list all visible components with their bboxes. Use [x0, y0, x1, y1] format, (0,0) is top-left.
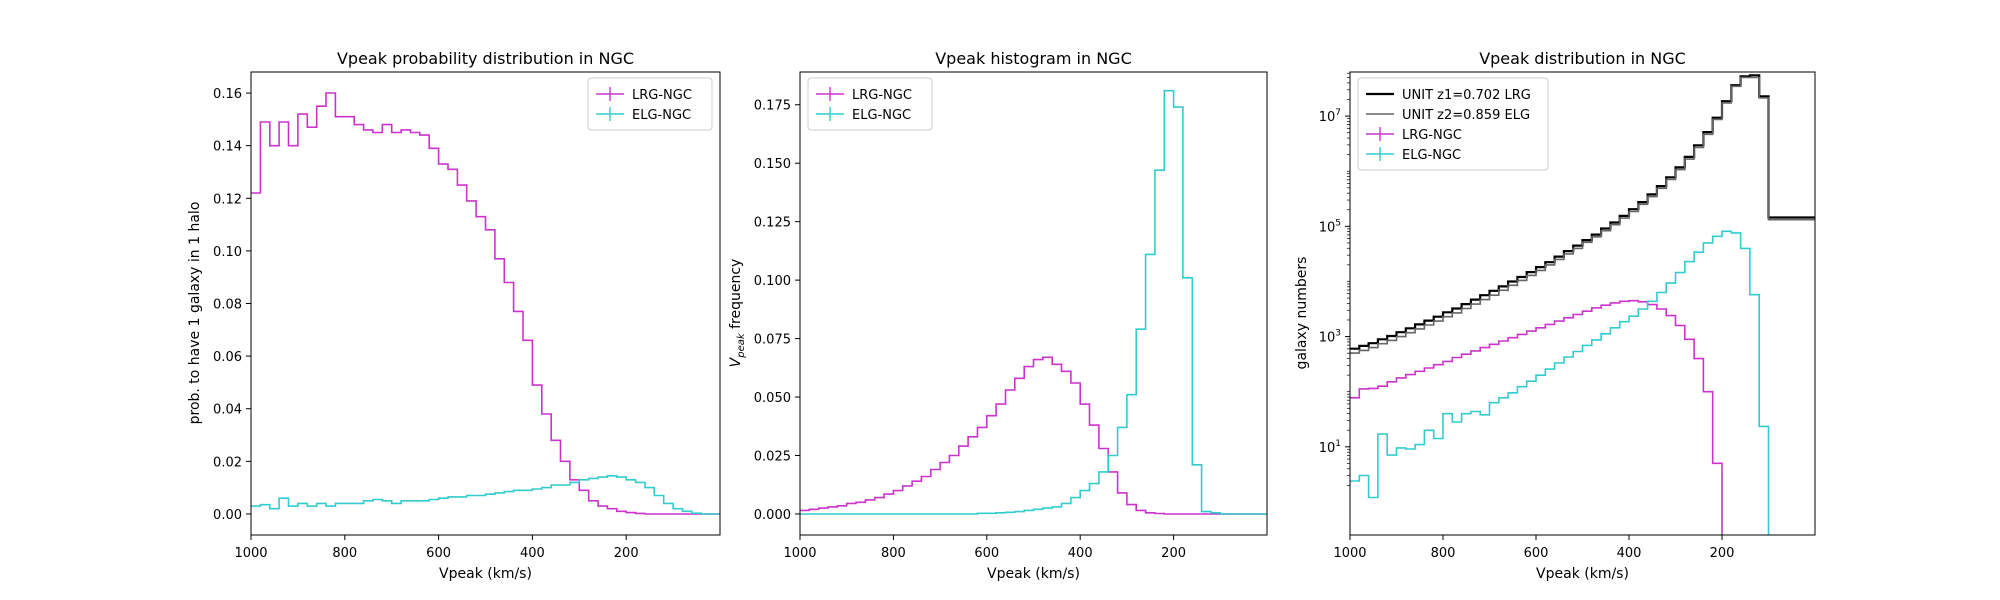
y-tick-label: 0.14 — [213, 140, 242, 155]
legend-label: ELG-NGC — [632, 108, 691, 123]
y-tick-exponent: 1 — [1335, 439, 1341, 449]
y-tick-exponent: 7 — [1335, 108, 1341, 118]
y-tick-label: 0.04 — [213, 403, 242, 418]
y-tick-exponent: 3 — [1335, 329, 1341, 339]
legend-label: LRG-NGC — [852, 88, 912, 103]
y-tick-exponent: 5 — [1335, 218, 1341, 228]
chart-title: Vpeak histogram in NGC — [935, 49, 1132, 68]
legend: LRG-NGC ELG-NGC — [587, 77, 713, 131]
y-tick-label: 0.02 — [213, 455, 242, 470]
x-tick-label: 400 — [1617, 546, 1642, 561]
y-tick-base: 10 — [1319, 110, 1336, 125]
x-tick-label: 200 — [614, 546, 639, 561]
y-tick-label: 105 — [1319, 218, 1341, 235]
y-tick-label: 0.050 — [754, 391, 791, 406]
chart-panel-probability: Vpeak probability distribution in NGC Vp… — [187, 49, 721, 582]
legend-frame — [807, 77, 933, 131]
plot-area — [1350, 74, 1815, 535]
y-tick-label: 0.00 — [213, 508, 242, 523]
plot-frame — [799, 71, 1268, 536]
y-tick-label: 0.12 — [213, 192, 242, 207]
legend: UNIT z1=0.702 LRG UNIT z2=0.859 ELG LRG-NG… — [1357, 77, 1549, 171]
y-axis-label-subscript: peak — [736, 332, 747, 359]
y-tick-label: 0.175 — [754, 99, 791, 114]
y-axis-label-rest: frequency — [728, 259, 744, 334]
y-tick-label: 0.10 — [213, 245, 242, 260]
x-tick-label: 400 — [1068, 546, 1093, 561]
x-tick-label: 600 — [426, 546, 451, 561]
legend-label: ELG-NGC — [1402, 148, 1461, 163]
y-tick-label: 0.100 — [754, 274, 791, 289]
y-tick-label: 0.025 — [754, 449, 791, 464]
legend-frame — [587, 77, 713, 131]
legend: LRG-NGC ELG-NGC — [807, 77, 933, 131]
y-tick-base: 10 — [1319, 220, 1336, 235]
x-tick-label: 600 — [1524, 546, 1549, 561]
x-tick-label: 800 — [332, 546, 357, 561]
y-tick-label: 103 — [1319, 329, 1341, 346]
y-axis-label: galaxy numbers — [1294, 257, 1310, 370]
series-line-elg-ngc — [251, 475, 720, 515]
x-tick-label: 800 — [881, 546, 906, 561]
y-tick-base: 10 — [1319, 331, 1336, 346]
series-line-elg-ngc — [1350, 230, 1770, 535]
x-tick-label: 1000 — [1333, 546, 1366, 561]
x-tick-label: 200 — [1161, 546, 1186, 561]
y-axis-label: Vpeak frequency — [728, 259, 747, 368]
plot-area — [800, 89, 1267, 515]
chart-title: Vpeak distribution in NGC — [1479, 49, 1686, 68]
y-tick-base: 10 — [1319, 441, 1336, 456]
x-tick-label: 400 — [520, 546, 545, 561]
series-line-lrg-ngc — [251, 92, 720, 515]
legend-label: LRG-NGC — [632, 88, 692, 103]
y-tick-label: 0.000 — [754, 508, 791, 523]
y-tick-label: 0.075 — [754, 333, 791, 348]
y-axis-label: prob. to have 1 galaxy in 1 halo — [187, 202, 203, 425]
y-tick-label: 0.125 — [754, 216, 791, 231]
x-tick-label: 1000 — [234, 546, 267, 561]
x-axis-label: Vpeak (km/s) — [439, 566, 532, 582]
x-axis-label: Vpeak (km/s) — [987, 566, 1080, 582]
y-tick-label: 0.06 — [213, 350, 242, 365]
y-axis-label-base: V — [728, 356, 744, 367]
series-line-elg-ngc — [800, 89, 1267, 515]
y-tick-label: 0.16 — [213, 87, 242, 102]
plot-area — [251, 92, 720, 515]
series-line-unit-z2-0-859-elg — [1350, 76, 1815, 354]
series-line-lrg-ngc — [1350, 299, 1723, 535]
legend-label: UNIT z1=0.702 LRG — [1402, 88, 1531, 103]
x-tick-label: 200 — [1710, 546, 1735, 561]
x-tick-label: 600 — [974, 546, 999, 561]
y-tick-label: 0.08 — [213, 298, 242, 313]
y-tick-label: 107 — [1319, 108, 1341, 125]
chart-title: Vpeak probability distribution in NGC — [337, 49, 634, 68]
legend-label: ELG-NGC — [852, 108, 911, 123]
x-tick-label: 800 — [1431, 546, 1456, 561]
chart-panel-histogram: Vpeak histogram in NGC Vpeak (km/s) Vpea… — [728, 49, 1268, 582]
x-axis-label: Vpeak (km/s) — [1536, 566, 1629, 582]
series-line-lrg-ngc — [800, 356, 1267, 515]
x-tick-label: 1000 — [783, 546, 816, 561]
legend-label: LRG-NGC — [1402, 128, 1462, 143]
chart-panel-distribution: Vpeak distribution in NGC Vpeak (km/s) g… — [1294, 49, 1816, 582]
legend-frame — [1357, 77, 1549, 171]
y-tick-label: 0.150 — [754, 157, 791, 172]
legend-label: UNIT z2=0.859 ELG — [1402, 108, 1530, 123]
y-tick-label: 101 — [1319, 439, 1341, 456]
